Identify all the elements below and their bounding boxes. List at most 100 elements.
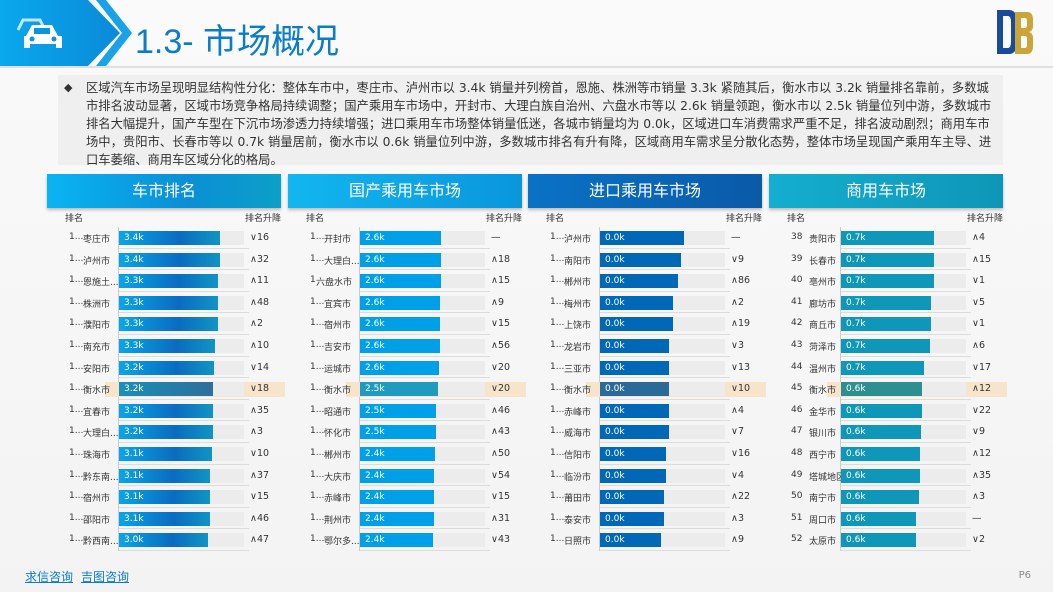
city: 长春市 [809, 256, 837, 267]
rank-change: ∨9 [731, 253, 744, 265]
rank: 1... [550, 253, 565, 264]
city: 金华市 [809, 407, 837, 418]
rank: 1... [550, 296, 565, 307]
table-row: 1... 信阳市 0.0k ∨16 [528, 443, 762, 465]
bar-track: 3.2k [119, 425, 244, 440]
row-divider [360, 485, 490, 487]
table-row: 1... 泸州市 3.4k ∧32 [47, 249, 281, 271]
table-row: 1... 宜春市 3.2k ∧35 [47, 400, 281, 422]
bar-track: 3.2k [119, 382, 244, 397]
rank-change: ∨20 [491, 361, 511, 373]
rank: 1... [310, 426, 325, 437]
rank: 1... [69, 404, 84, 415]
sales-bar: 3.3k [119, 295, 218, 310]
sales-bar: 3.1k [119, 446, 212, 461]
table-row: 1... 泸州市 0.0k — [528, 227, 762, 249]
bar-track: 3.3k [119, 295, 244, 310]
rank-change: ∧3 [972, 491, 985, 503]
table-row: 1... 衡水市 3.2k ∨18 [47, 378, 285, 400]
sales-bar: 3.2k [119, 382, 213, 397]
row-divider [119, 528, 249, 530]
sales-bar: 0.0k [600, 468, 667, 483]
row-divider [600, 441, 730, 443]
rank-change: ∨43 [491, 534, 511, 546]
rank: 1 [310, 275, 316, 286]
table-row: 1... 怀化市 2.5k ∧43 [288, 421, 522, 443]
sales-bar: 2.6k [360, 317, 440, 332]
table-row: 49 塔城地区 0.6k ∧35 [769, 465, 1003, 487]
table-row: 44 温州市 0.7k ∨17 [769, 357, 1003, 379]
row-divider [119, 269, 249, 271]
bar-track: 0.6k [841, 446, 966, 461]
bar-track: 2.4k [360, 533, 485, 548]
table-row: 1... 枣庄市 3.4k ∨16 [47, 227, 281, 249]
rank: 44 [791, 361, 803, 372]
row-divider [600, 398, 730, 400]
panel-title: 车市排名 [47, 174, 281, 208]
city: 珠海市 [83, 450, 111, 461]
sales-bar: 0.7k [841, 252, 934, 267]
bar-track: 2.6k [360, 295, 485, 310]
rank: 1... [310, 469, 325, 480]
bar-track: 2.4k [360, 490, 485, 505]
city: 安阳市 [83, 364, 111, 375]
footer-link-qiuxin[interactable]: 求信咨询 [25, 570, 74, 584]
rank-change: ∧35 [250, 404, 270, 416]
row-divider [841, 398, 971, 400]
rank: 1... [69, 512, 84, 523]
city: 梅州市 [564, 299, 592, 310]
table-row: 1... 龙岩市 0.0k ∨3 [528, 335, 762, 357]
bar-track: 3.3k [119, 317, 244, 332]
bar-track: 0.0k [600, 295, 725, 310]
rank-change: ∨4 [731, 469, 744, 481]
city: 六盘水市 [316, 278, 353, 289]
rank: 1... [69, 296, 84, 307]
rank: 43 [791, 339, 803, 350]
rank: 1... [550, 339, 565, 350]
sales-bar: 0.6k [841, 490, 919, 505]
rank-change: ∧47 [250, 534, 270, 546]
table-row: 1... 运城市 2.6k ∨20 [288, 357, 522, 379]
bar-track: 0.7k [841, 338, 966, 353]
row-divider [600, 247, 730, 249]
table-row: 1... 宿州市 3.1k ∨15 [47, 486, 281, 508]
row-divider [600, 528, 730, 530]
sales-bar: 2.5k [360, 425, 437, 440]
rank-change: ∧11 [250, 275, 270, 287]
city: 三亚市 [564, 364, 592, 375]
city: 塔城地区 [809, 472, 846, 483]
rank: 51 [791, 512, 803, 523]
rank-change: ∧48 [250, 296, 270, 308]
city: 日照市 [564, 537, 592, 548]
rank-change: ∧35 [972, 469, 992, 481]
bar-track: 0.0k [600, 231, 725, 245]
footer-link-jitu[interactable]: 吉图咨询 [81, 570, 130, 584]
col-rank-header: 排名 [546, 214, 565, 224]
panel-title: 国产乘用车市场 [288, 174, 522, 208]
sales-bar: 0.7k [841, 231, 934, 245]
bar-track: 3.3k [119, 338, 244, 353]
city: 信阳市 [564, 450, 592, 461]
table-row: 1... 南阳市 0.0k ∨9 [528, 249, 762, 271]
rank: 1... [550, 404, 565, 415]
city: 恩施土... [83, 278, 119, 289]
sales-bar: 0.6k [841, 533, 916, 548]
sales-bar: 2.6k [360, 338, 440, 353]
table-row: 1... 威海市 0.0k ∨7 [528, 421, 762, 443]
row-divider [119, 312, 249, 314]
bar-track: 3.1k [119, 511, 244, 526]
city: 衡水市 [809, 386, 837, 397]
rank-change: ∨2 [972, 534, 985, 546]
city: 南充市 [83, 342, 111, 353]
rank: 1... [69, 447, 84, 458]
row-divider [119, 506, 249, 508]
rank-change: ∨14 [250, 361, 270, 373]
rank: 1... [550, 232, 565, 242]
bar-track: 0.7k [841, 317, 966, 332]
row-divider [119, 463, 249, 465]
bar-track: 3.1k [119, 468, 244, 483]
rank: 1... [69, 534, 84, 545]
bar-track: 0.6k [841, 533, 966, 548]
rank-change: ∧10 [250, 339, 270, 351]
col-change-header: 排名升降 [725, 214, 762, 224]
